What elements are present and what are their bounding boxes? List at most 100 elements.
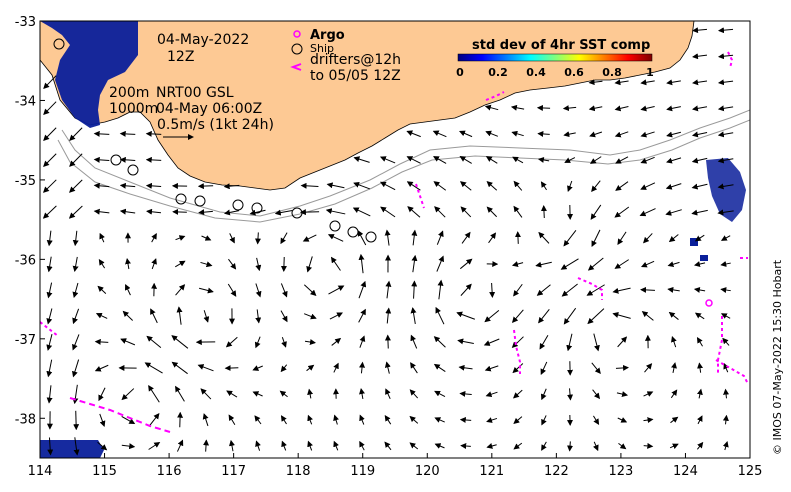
current-vector xyxy=(307,388,314,399)
ship-marker xyxy=(232,199,244,211)
current-vector xyxy=(94,338,109,345)
current-vector xyxy=(72,230,79,247)
current-vector xyxy=(434,417,445,423)
current-vector xyxy=(384,361,391,374)
current-vector xyxy=(43,101,57,116)
current-vector xyxy=(359,361,366,374)
sst-stddev-patch-west xyxy=(40,21,138,128)
current-vector xyxy=(460,283,472,296)
current-vector xyxy=(615,181,629,191)
current-vector xyxy=(359,414,365,425)
current-vector xyxy=(280,364,288,373)
current-vector xyxy=(639,208,656,217)
current-vector xyxy=(434,206,446,218)
current-vector xyxy=(540,361,548,375)
colorbar-tick-label: 0.2 xyxy=(488,66,508,79)
current-vector xyxy=(537,157,550,163)
current-vector xyxy=(486,206,498,218)
current-vector xyxy=(485,391,498,398)
current-vector xyxy=(255,283,262,298)
current-vector xyxy=(667,286,680,293)
current-vector xyxy=(563,307,577,325)
x-tick-label: 116 xyxy=(157,464,182,479)
current-vector xyxy=(379,156,396,164)
current-vector xyxy=(512,156,524,164)
current-vector xyxy=(280,310,288,323)
current-vector xyxy=(175,284,186,296)
current-vector xyxy=(280,232,288,245)
current-vector xyxy=(379,181,396,191)
current-vector xyxy=(591,229,601,248)
current-vector xyxy=(615,364,630,371)
current-vector xyxy=(612,312,631,319)
current-vector xyxy=(640,156,655,164)
current-vector xyxy=(410,334,418,349)
current-vector xyxy=(670,389,678,399)
current-vector xyxy=(119,182,136,189)
current-vector xyxy=(644,363,653,373)
x-tick-label: 121 xyxy=(479,464,504,479)
drifter-tracks xyxy=(40,51,749,433)
current-vector xyxy=(98,387,106,402)
current-vector xyxy=(306,256,313,273)
x-tick-label: 120 xyxy=(415,464,440,479)
current-vector xyxy=(434,443,445,449)
current-vector xyxy=(540,181,547,191)
current-vector xyxy=(358,308,366,323)
x-tick-label: 117 xyxy=(221,464,246,479)
drifter-track xyxy=(577,277,603,300)
current-vector xyxy=(593,333,600,352)
isobath-1000m xyxy=(57,119,750,223)
current-vector xyxy=(538,309,550,324)
plot-frame xyxy=(39,20,751,459)
current-vector xyxy=(410,362,418,374)
x-tick-label: 123 xyxy=(608,464,633,479)
colorbar-ticks: 0 0.2 0.4 0.6 0.8 1 xyxy=(456,66,654,79)
current-vector xyxy=(384,334,391,349)
current-vector xyxy=(671,362,677,373)
current-vector xyxy=(436,255,445,272)
current-vector xyxy=(563,230,577,247)
current-vector xyxy=(593,441,599,452)
current-vector xyxy=(459,416,472,423)
current-vector xyxy=(406,156,421,164)
current-vector xyxy=(489,282,496,298)
current-vector xyxy=(670,416,679,424)
current-vector xyxy=(614,79,629,86)
current-vector xyxy=(511,261,524,267)
current-vector xyxy=(274,209,293,216)
current-vector xyxy=(485,130,499,137)
current-vector xyxy=(327,234,344,242)
ship-marker xyxy=(251,202,263,214)
current-vector xyxy=(640,105,655,112)
current-vector xyxy=(567,180,573,192)
current-vector xyxy=(720,287,731,293)
current-vector xyxy=(640,182,656,190)
current-vector xyxy=(693,287,706,293)
colorbar-tick-label: 0 xyxy=(456,66,464,79)
current-vector xyxy=(591,180,601,193)
current-vector xyxy=(226,390,238,398)
current-vector xyxy=(484,104,499,111)
current-vector xyxy=(691,131,708,138)
current-vector xyxy=(561,283,578,297)
current-vector xyxy=(303,284,317,296)
current-vector xyxy=(302,234,317,242)
current-vector xyxy=(199,287,214,294)
current-vector xyxy=(359,335,366,348)
current-vector xyxy=(641,311,654,321)
current-vector xyxy=(43,153,57,167)
current-vector xyxy=(197,364,214,372)
drifter-track xyxy=(415,183,425,209)
current-vector xyxy=(359,388,365,400)
current-vector xyxy=(176,306,183,325)
current-vector xyxy=(484,365,499,372)
current-vector xyxy=(459,258,473,270)
product-time-label: 04-May 06:00Z xyxy=(156,101,262,117)
current-vector xyxy=(200,261,213,268)
current-vector xyxy=(587,308,605,325)
current-vector xyxy=(541,441,547,451)
current-vector xyxy=(46,256,53,273)
current-vector xyxy=(433,156,447,164)
x-tick-label: 118 xyxy=(286,464,311,479)
